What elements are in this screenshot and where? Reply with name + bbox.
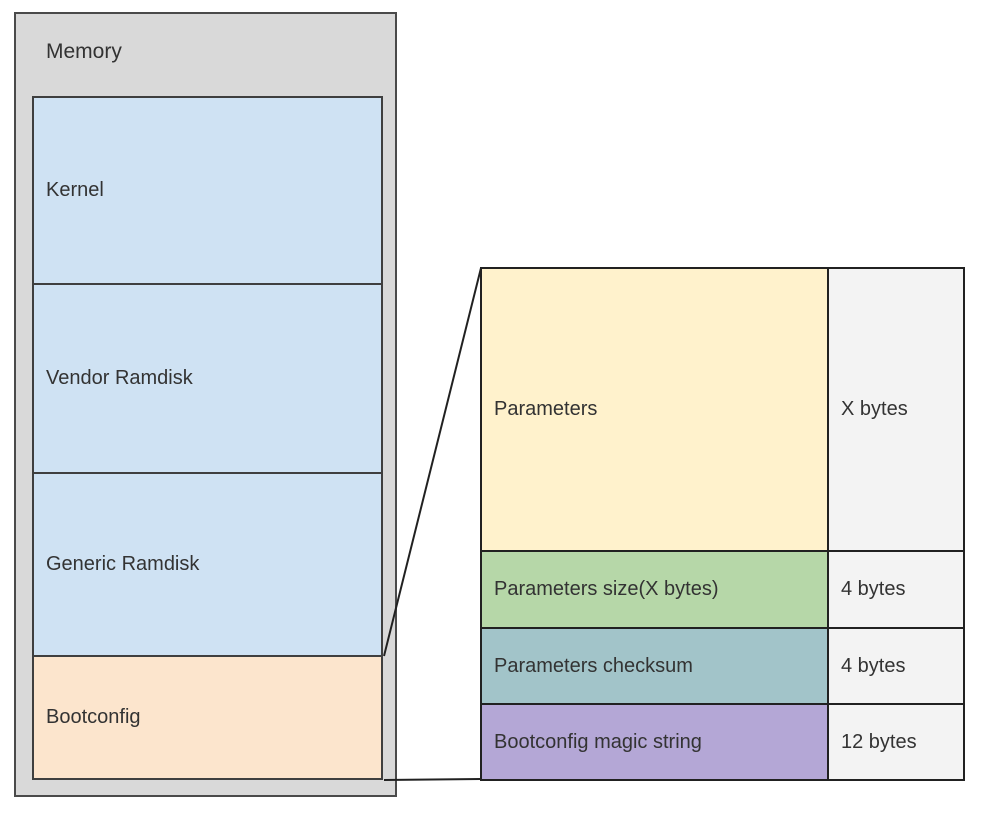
memory-block-label: Bootconfig — [46, 706, 141, 728]
memory-block-label: Vendor Ramdisk — [46, 367, 193, 389]
detail-row-parameters: Parameters X bytes — [480, 267, 965, 552]
memory-block-kernel: Kernel — [32, 96, 383, 285]
detail-size-cell: X bytes — [827, 267, 965, 552]
detail-row-parameters-size: Parameters size(X bytes) 4 bytes — [480, 550, 965, 629]
memory-block-label: Kernel — [46, 179, 104, 201]
memory-block-bootconfig: Bootconfig — [32, 655, 383, 780]
connector-line-bottom — [383, 778, 482, 781]
detail-label: Parameters size(X bytes) — [494, 578, 719, 600]
detail-row-bootconfig-magic-string: Bootconfig magic string 12 bytes — [480, 703, 965, 781]
detail-size-cell: 4 bytes — [827, 627, 965, 705]
detail-size: 4 bytes — [841, 654, 906, 677]
detail-row-parameters-checksum: Parameters checksum 4 bytes — [480, 627, 965, 705]
detail-label-cell: Parameters checksum — [480, 627, 829, 705]
detail-size-cell: 4 bytes — [827, 550, 965, 629]
detail-size-cell: 12 bytes — [827, 703, 965, 781]
detail-size: 12 bytes — [841, 730, 917, 753]
detail-label: Parameters checksum — [494, 654, 693, 677]
memory-block-label: Generic Ramdisk — [46, 553, 200, 575]
detail-label-cell: Parameters — [480, 267, 829, 552]
memory-title: Memory — [46, 40, 122, 63]
detail-label-cell: Bootconfig magic string — [480, 703, 829, 781]
detail-size: 4 bytes — [841, 578, 906, 600]
connector-line-top — [383, 267, 482, 657]
detail-size: X bytes — [841, 398, 908, 420]
detail-label-cell: Parameters size(X bytes) — [480, 550, 829, 629]
memory-block-generic-ramdisk: Generic Ramdisk — [32, 472, 383, 657]
detail-label: Bootconfig magic string — [494, 730, 702, 753]
detail-label: Parameters — [494, 398, 598, 420]
memory-block-vendor-ramdisk: Vendor Ramdisk — [32, 283, 383, 474]
